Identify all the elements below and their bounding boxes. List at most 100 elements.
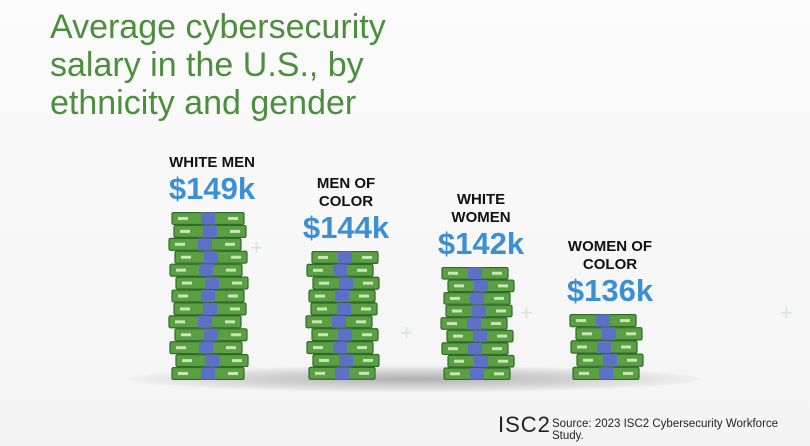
bill: [575, 327, 643, 341]
bill-band: [339, 354, 353, 367]
bill-band: [338, 251, 352, 264]
bill-band: [204, 328, 218, 341]
bill-detail: [232, 359, 242, 363]
bill-detail: [582, 332, 592, 336]
bill-band: [332, 316, 346, 328]
bill-detail: [318, 333, 328, 337]
bill-detail: [178, 216, 188, 220]
bill: [168, 237, 242, 251]
bill-detail: [492, 271, 502, 275]
bill-detail: [498, 284, 508, 288]
bill-detail: [623, 371, 633, 375]
bill-band: [474, 355, 488, 367]
bill-detail: [180, 307, 190, 311]
bill: [312, 276, 380, 290]
bill: [175, 276, 249, 290]
bill-detail: [181, 255, 191, 259]
bill-detail: [182, 359, 192, 363]
bill-detail: [232, 281, 242, 285]
bill: [171, 212, 245, 226]
bill-detail: [225, 320, 235, 324]
bill-detail: [577, 345, 587, 349]
bill-detail: [318, 256, 328, 260]
bill-detail: [579, 371, 589, 375]
bill-band: [599, 367, 613, 380]
bill-band: [470, 367, 484, 380]
bill: [168, 315, 242, 329]
bill-band: [597, 340, 611, 354]
bill: [308, 289, 376, 303]
bill-detail: [627, 358, 637, 362]
bill-detail: [231, 255, 241, 259]
bill-detail: [178, 294, 188, 298]
money-stack: [569, 314, 644, 380]
bill: [171, 366, 245, 380]
bill-band: [335, 367, 349, 380]
bill: [306, 264, 374, 278]
bill-detail: [315, 294, 325, 298]
source-note: Source: 2023 ISC2 Cybersecurity Workforc…: [552, 418, 779, 442]
bill: [174, 328, 248, 342]
value-label: $136k: [566, 273, 654, 308]
bill: [311, 328, 379, 342]
bill-band: [338, 328, 352, 341]
bill: [310, 302, 378, 316]
bill-band: [205, 277, 219, 290]
bill-detail: [181, 333, 191, 337]
bill-detail: [228, 372, 238, 376]
bill-band: [203, 302, 217, 315]
bill-detail: [583, 358, 593, 362]
bill-detail: [454, 359, 464, 363]
bill-detail: [450, 372, 460, 376]
bill-detail: [454, 284, 464, 288]
bill-detail: [176, 268, 186, 272]
bill-detail: [576, 319, 586, 323]
bar-column: MEN OF COLOR $144k: [281, 175, 411, 380]
bill-detail: [231, 333, 241, 337]
bill-detail: [448, 347, 458, 351]
bill-detail: [363, 281, 373, 285]
bill-detail: [228, 216, 238, 220]
bill-detail: [313, 346, 323, 350]
bill: [169, 263, 243, 277]
bill-detail: [496, 309, 506, 313]
decoration: +: [400, 320, 413, 345]
bill-detail: [182, 281, 192, 285]
chart-title: Average cybersecurity salary in the U.S.…: [50, 8, 386, 122]
bill-detail: [362, 333, 372, 337]
brand-logo: ISC2: [498, 412, 551, 437]
bill-detail: [620, 319, 630, 323]
bill-band: [201, 367, 215, 380]
bill-detail: [453, 334, 463, 338]
bill-band: [201, 212, 215, 225]
bill-detail: [175, 320, 185, 324]
bill-detail: [448, 271, 458, 275]
bill-band: [472, 305, 486, 317]
bill-band: [602, 327, 616, 340]
bill: [169, 341, 243, 355]
bill-detail: [498, 359, 508, 363]
money-stack: [168, 212, 249, 380]
value-label: $144k: [302, 210, 390, 246]
bill-detail: [626, 332, 636, 336]
bill-detail: [317, 307, 327, 311]
bill-band: [603, 354, 617, 367]
bill-detail: [230, 229, 240, 233]
bill-band: [199, 264, 213, 277]
bill-detail: [225, 242, 235, 246]
bill-detail: [357, 346, 367, 350]
bill-detail: [362, 256, 372, 260]
bill-band: [199, 341, 213, 354]
bill-band: [201, 290, 215, 302]
bill-detail: [226, 268, 236, 272]
bill-detail: [452, 309, 462, 313]
value-label: $149k: [168, 171, 256, 206]
bill-band: [335, 290, 349, 303]
bill: [443, 291, 511, 305]
bill: [175, 354, 249, 368]
bill-detail: [494, 296, 504, 300]
bill: [447, 354, 515, 368]
decoration: +: [250, 235, 263, 260]
bill-detail: [359, 372, 369, 376]
